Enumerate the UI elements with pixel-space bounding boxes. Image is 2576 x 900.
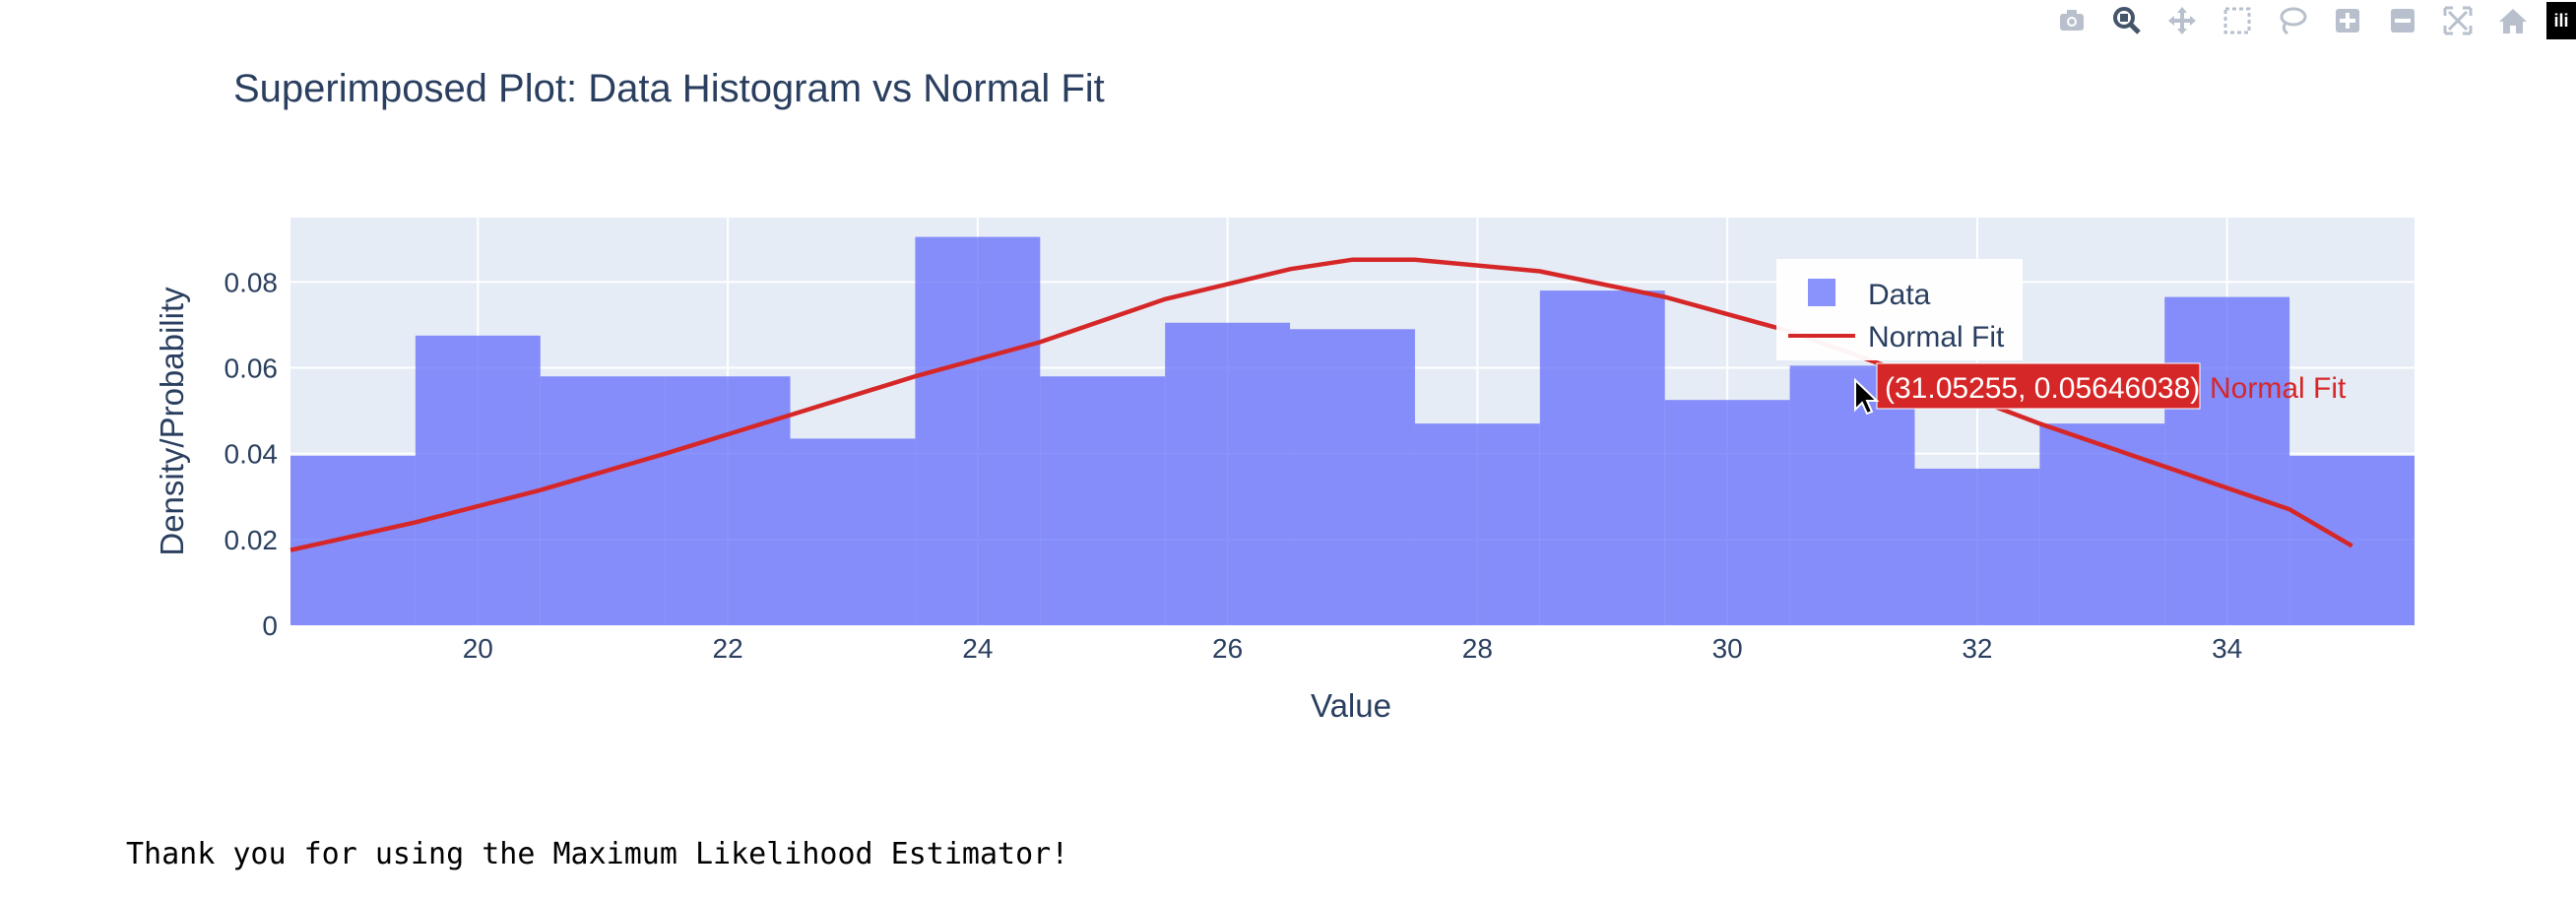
plotly-logo[interactable]: ili <box>2546 2 2576 39</box>
histogram-bar[interactable] <box>1539 290 1665 625</box>
histogram-bar[interactable] <box>1664 400 1790 625</box>
histogram-bar[interactable] <box>665 376 791 625</box>
mouse-cursor-icon <box>1854 377 1880 416</box>
zoom-in-icon <box>2336 9 2359 32</box>
histogram-bar[interactable] <box>290 455 416 625</box>
x-axis-ticks: 20 22 24 26 28 30 32 34 <box>463 633 2243 664</box>
pan-icon <box>2168 7 2196 34</box>
histogram-bar[interactable] <box>790 438 916 625</box>
home-icon <box>2499 9 2527 33</box>
histogram-bar[interactable] <box>1414 423 1540 625</box>
x-tick-label: 22 <box>713 633 743 664</box>
histogram-bar[interactable] <box>415 335 541 625</box>
x-tick-label: 30 <box>1712 633 1743 664</box>
zoom-in-button[interactable] <box>2320 0 2375 41</box>
x-tick-label: 20 <box>463 633 493 664</box>
y-axis-ticks: 0 0.02 0.04 0.06 0.08 <box>225 267 279 641</box>
histogram-bar[interactable] <box>1290 329 1415 625</box>
lasso-select-icon <box>2280 7 2307 35</box>
histogram-bar[interactable] <box>915 236 1041 625</box>
camera-icon <box>2060 10 2084 31</box>
zoom-button[interactable] <box>2099 0 2155 41</box>
console-output: Thank you for using the Maximum Likeliho… <box>126 837 1069 871</box>
normal-fit-line[interactable] <box>290 257 2353 552</box>
x-axis-label: Value <box>1311 687 1391 724</box>
autoscale-icon <box>2443 6 2473 35</box>
y-axis-label: Density/Probability <box>154 287 190 556</box>
histogram-bars <box>290 236 2415 625</box>
y-tick-label: 0.02 <box>225 525 279 555</box>
histogram-bar[interactable] <box>1914 468 2040 625</box>
histogram-bar[interactable] <box>540 376 666 625</box>
histogram-bar[interactable] <box>2039 423 2165 625</box>
chart-title: Superimposed Plot: Data Histogram vs Nor… <box>233 67 1105 110</box>
box-select-button[interactable] <box>2210 0 2265 41</box>
legend-item-normal-fit[interactable]: Normal Fit <box>1788 321 2005 354</box>
hover-label-box <box>1876 362 2201 410</box>
legend-item-data[interactable]: Data <box>1808 279 1931 311</box>
zoom-out-icon <box>2391 9 2415 32</box>
y-tick-label: 0.08 <box>225 267 279 297</box>
hover-label-text: (31.05255, 0.05646038) <box>1885 372 2200 405</box>
hover-label-series: Normal Fit <box>2210 372 2347 405</box>
histogram-bar[interactable] <box>2289 455 2415 625</box>
lasso-select-button[interactable] <box>2265 0 2320 41</box>
home-button[interactable] <box>2485 0 2541 41</box>
hover-label: (31.05255, 0.05646038) Normal Fit <box>1876 362 2347 410</box>
normal-fit-line-group <box>290 257 2353 552</box>
legend-swatch-data <box>1808 279 1835 306</box>
camera-button[interactable] <box>2044 0 2099 41</box>
histogram-bar[interactable] <box>1165 322 1291 625</box>
autoscale-button[interactable] <box>2430 0 2485 41</box>
y-tick-label: 0.06 <box>225 354 279 384</box>
legend[interactable]: Data Normal Fit <box>1776 259 2023 360</box>
x-tick-label: 32 <box>1962 633 1992 664</box>
y-tick-label: 0.04 <box>225 439 279 470</box>
x-tick-label: 24 <box>962 633 993 664</box>
x-tick-label: 26 <box>1212 633 1243 664</box>
x-tick-label: 34 <box>2212 633 2242 664</box>
zoom-icon <box>2113 7 2141 34</box>
y-tick-label: 0 <box>262 611 278 641</box>
x-tick-label: 28 <box>1462 633 1493 664</box>
legend-background <box>1776 259 2023 360</box>
box-select-icon <box>2223 7 2251 34</box>
zoom-out-button[interactable] <box>2375 0 2430 41</box>
legend-label-data: Data <box>1868 279 1931 311</box>
histogram-bar[interactable] <box>2164 296 2290 625</box>
modebar: ili <box>2044 0 2576 41</box>
pan-button[interactable] <box>2155 0 2210 41</box>
histogram-bar[interactable] <box>1040 376 1166 625</box>
legend-label-normal-fit: Normal Fit <box>1868 321 2005 354</box>
